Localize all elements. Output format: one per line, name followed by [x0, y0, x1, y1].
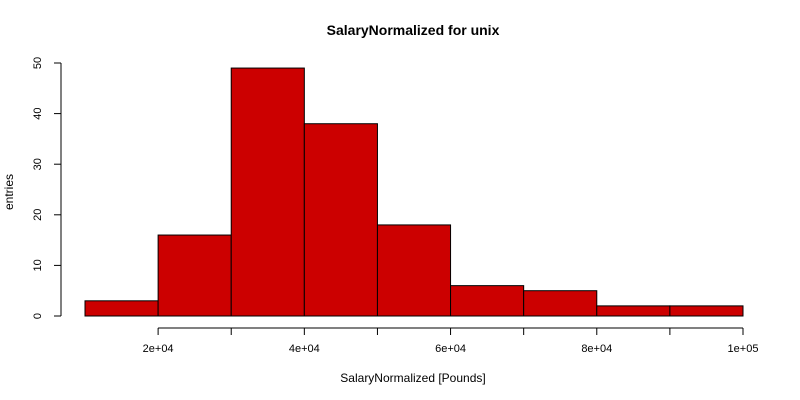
- x-tick-label-2: 6e+04: [435, 343, 466, 355]
- histogram-bar-6: [523, 290, 598, 317]
- histogram-bar-5: [450, 285, 525, 317]
- x-tick-label-0: 2e+04: [143, 343, 174, 355]
- x-axis-label: SalaryNormalized [Pounds]: [340, 371, 485, 385]
- y-tick-label-3: 30: [32, 158, 44, 170]
- histogram-bar-3: [303, 123, 378, 317]
- bars-group: [84, 67, 744, 317]
- y-tick-label-2: 20: [32, 209, 44, 221]
- x-tick-label-1: 4e+04: [289, 343, 320, 355]
- x-tick-label-3: 8e+04: [581, 343, 612, 355]
- chart-title: SalaryNormalized for unix: [327, 22, 500, 38]
- y-tick-label-5: 50: [32, 57, 44, 69]
- histogram-bar-1: [157, 234, 232, 317]
- histogram-bar-7: [596, 305, 671, 317]
- y-tick-label-1: 10: [32, 259, 44, 271]
- histogram-bar-4: [376, 224, 452, 317]
- x-axis: 2e+04 4e+04 6e+04 8e+04 1e+05: [143, 327, 759, 355]
- y-axis: 0 10 20 30 40 50: [32, 57, 62, 319]
- y-axis-label: entries: [2, 174, 16, 210]
- histogram-bar-8: [669, 305, 744, 317]
- histogram-bar-0: [84, 300, 159, 317]
- x-tick-label-4: 1e+05: [728, 343, 759, 355]
- histogram-bar-2: [230, 67, 305, 317]
- y-tick-label-4: 40: [32, 107, 44, 119]
- y-tick-label-0: 0: [32, 313, 44, 319]
